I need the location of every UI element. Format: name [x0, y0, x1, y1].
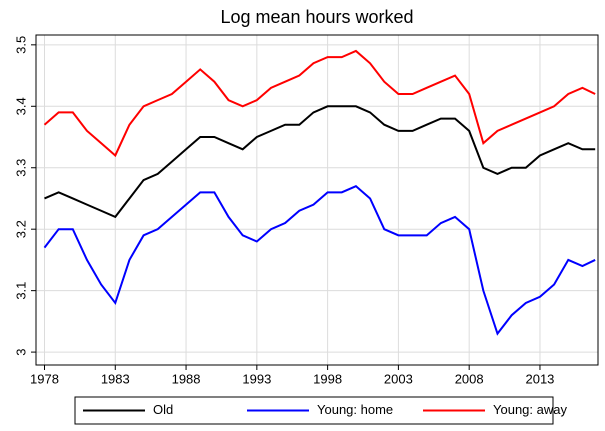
series-line [43, 185, 596, 336]
x-tick-label: 1978 [30, 371, 59, 386]
x-tick-label: 1988 [172, 371, 201, 386]
y-tick-label: 3.2 [13, 220, 28, 238]
x-tick-label: 1983 [101, 371, 130, 386]
series-line [44, 105, 596, 219]
y-tick-label: 3.1 [13, 282, 28, 300]
x-tick-label: 1993 [242, 371, 271, 386]
y-tick-label: 3.3 [13, 159, 28, 177]
legend-label: Old [153, 402, 173, 417]
y-tick-label: 3.4 [13, 97, 28, 115]
legend-label: Young: away [493, 402, 567, 417]
series-line [43, 49, 596, 158]
x-tick-label: 2003 [384, 371, 413, 386]
x-tick-label: 2008 [455, 371, 484, 386]
legend-label: Young: home [317, 402, 393, 417]
x-tick-label: 1998 [313, 371, 342, 386]
plot-frame [35, 34, 599, 366]
y-tick-label: 3.5 [13, 36, 28, 54]
y-tick-label: 3 [13, 348, 28, 355]
chart-title: Log mean hours worked [220, 7, 413, 27]
x-tick-label: 2013 [525, 371, 554, 386]
